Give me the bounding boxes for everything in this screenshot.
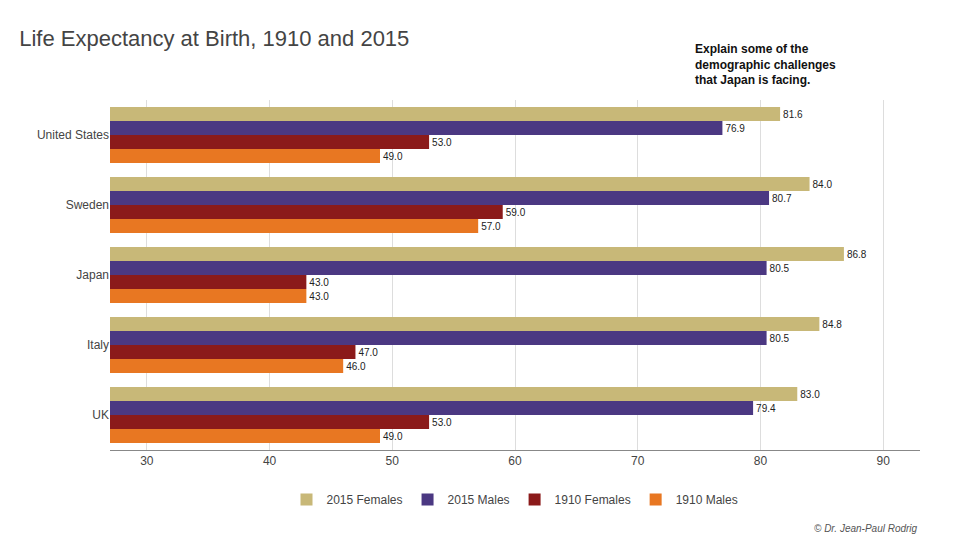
svg-text:49.0: 49.0	[383, 431, 403, 442]
svg-text:43.0: 43.0	[309, 277, 329, 288]
svg-text:84.8: 84.8	[822, 319, 842, 330]
svg-text:1910 Females: 1910 Females	[555, 493, 631, 507]
svg-text:2015 Males: 2015 Males	[448, 493, 510, 507]
svg-text:80.7: 80.7	[772, 193, 792, 204]
svg-text:43.0: 43.0	[309, 291, 329, 302]
svg-text:53.0: 53.0	[432, 417, 452, 428]
svg-text:76.9: 76.9	[725, 123, 745, 134]
svg-text:57.0: 57.0	[481, 221, 501, 232]
svg-text:53.0: 53.0	[432, 137, 452, 148]
svg-text:Japan: Japan	[76, 268, 109, 282]
svg-text:60: 60	[508, 454, 522, 468]
svg-text:80: 80	[754, 454, 768, 468]
svg-text:47.0: 47.0	[358, 347, 378, 358]
svg-text:83.0: 83.0	[800, 389, 820, 400]
svg-text:30: 30	[140, 454, 154, 468]
svg-text:United States: United States	[37, 128, 109, 142]
svg-text:1910 Males: 1910 Males	[676, 493, 738, 507]
svg-text:46.0: 46.0	[346, 361, 366, 372]
svg-text:Sweden: Sweden	[66, 198, 109, 212]
svg-text:2015 Females: 2015 Females	[327, 493, 403, 507]
svg-text:80.5: 80.5	[770, 333, 790, 344]
svg-text:80.5: 80.5	[770, 263, 790, 274]
svg-text:70: 70	[631, 454, 645, 468]
svg-text:Life Expectancy at Birth, 1910: Life Expectancy at Birth, 1910 and 2015	[19, 26, 409, 51]
svg-text:© Dr. Jean-Paul Rodrig: © Dr. Jean-Paul Rodrig	[814, 523, 918, 534]
svg-text:49.0: 49.0	[383, 151, 403, 162]
svg-text:UK: UK	[92, 408, 109, 422]
svg-text:Italy: Italy	[87, 338, 109, 352]
svg-text:79.4: 79.4	[756, 403, 776, 414]
svg-text:Explain some of thedemographic: Explain some of thedemographic challenge…	[695, 42, 836, 87]
svg-text:86.8: 86.8	[847, 249, 867, 260]
svg-text:50: 50	[386, 454, 400, 468]
svg-text:81.6: 81.6	[783, 109, 803, 120]
svg-text:90: 90	[877, 454, 891, 468]
svg-text:84.0: 84.0	[813, 179, 833, 190]
svg-text:59.0: 59.0	[506, 207, 526, 218]
svg-text:40: 40	[263, 454, 277, 468]
